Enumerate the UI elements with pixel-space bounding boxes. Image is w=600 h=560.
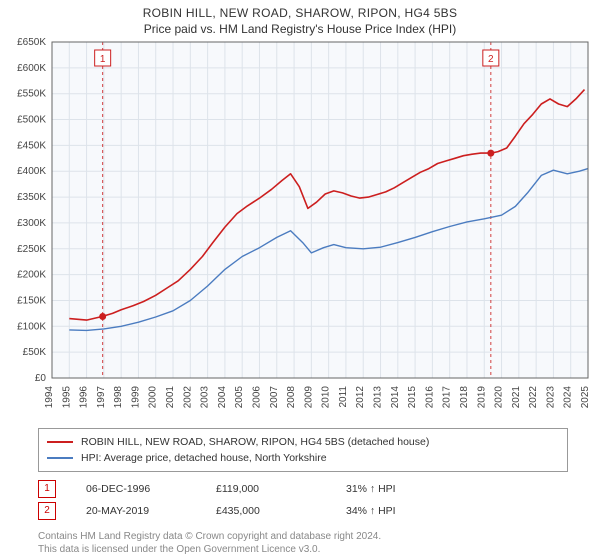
svg-text:1: 1: [100, 54, 106, 65]
svg-text:1995: 1995: [61, 386, 72, 409]
marker-row: 1 06-DEC-1996 £119,000 31% ↑ HPI: [38, 478, 568, 500]
svg-text:2007: 2007: [269, 386, 280, 409]
svg-text:2025: 2025: [580, 386, 591, 409]
svg-text:£600K: £600K: [17, 63, 46, 74]
svg-text:2003: 2003: [200, 386, 211, 409]
svg-text:2016: 2016: [424, 386, 435, 409]
svg-text:£400K: £400K: [17, 166, 46, 177]
svg-text:2017: 2017: [442, 386, 453, 409]
marker-price: £435,000: [216, 500, 316, 522]
svg-text:2014: 2014: [390, 386, 401, 409]
marker-badge: 1: [38, 480, 56, 498]
legend-label: ROBIN HILL, NEW ROAD, SHAROW, RIPON, HG4…: [81, 434, 429, 450]
footer-line: This data is licensed under the Open Gov…: [38, 543, 568, 556]
svg-text:£650K: £650K: [17, 37, 46, 48]
svg-text:1999: 1999: [130, 386, 141, 409]
legend: ROBIN HILL, NEW ROAD, SHAROW, RIPON, HG4…: [38, 428, 568, 472]
marker-pct: 31% ↑ HPI: [346, 478, 446, 500]
svg-text:1994: 1994: [44, 386, 55, 409]
svg-text:£300K: £300K: [17, 218, 46, 229]
legend-swatch: [47, 457, 73, 459]
svg-text:2008: 2008: [286, 386, 297, 409]
svg-text:2023: 2023: [545, 386, 556, 409]
svg-text:£100K: £100K: [17, 321, 46, 332]
svg-text:1998: 1998: [113, 386, 124, 409]
svg-text:£150K: £150K: [17, 295, 46, 306]
svg-text:1997: 1997: [96, 386, 107, 409]
svg-text:£0: £0: [35, 373, 47, 384]
svg-text:2001: 2001: [165, 386, 176, 409]
marker-badge: 2: [38, 502, 56, 520]
title-main: ROBIN HILL, NEW ROAD, SHAROW, RIPON, HG4…: [0, 6, 600, 20]
footer: Contains HM Land Registry data © Crown c…: [38, 530, 568, 556]
svg-text:2019: 2019: [476, 386, 487, 409]
svg-text:£50K: £50K: [23, 347, 47, 358]
svg-text:2020: 2020: [494, 386, 505, 409]
title-sub: Price paid vs. HM Land Registry's House …: [0, 22, 600, 36]
svg-text:2: 2: [488, 54, 494, 65]
svg-text:2004: 2004: [217, 386, 228, 409]
legend-label: HPI: Average price, detached house, Nort…: [81, 450, 327, 466]
legend-item: HPI: Average price, detached house, Nort…: [47, 450, 559, 466]
price-chart: £0 £50K £100K £150K £200K £250K £300K £350K £400…: [0, 36, 600, 422]
svg-text:2011: 2011: [338, 386, 349, 408]
svg-text:£200K: £200K: [17, 270, 46, 281]
svg-text:2018: 2018: [459, 386, 470, 409]
svg-text:1996: 1996: [79, 386, 90, 409]
svg-text:2022: 2022: [528, 386, 539, 409]
svg-text:2012: 2012: [355, 386, 366, 409]
svg-text:2005: 2005: [234, 386, 245, 409]
marker-row: 2 20-MAY-2019 £435,000 34% ↑ HPI: [38, 500, 568, 522]
footer-line: Contains HM Land Registry data © Crown c…: [38, 530, 568, 543]
svg-text:2002: 2002: [182, 386, 193, 409]
svg-text:£500K: £500K: [17, 115, 46, 126]
svg-text:2000: 2000: [148, 386, 159, 409]
svg-text:2006: 2006: [251, 386, 262, 409]
marker-date: 20-MAY-2019: [86, 500, 186, 522]
svg-text:2010: 2010: [321, 386, 332, 409]
marker-pct: 34% ↑ HPI: [346, 500, 446, 522]
marker-price: £119,000: [216, 478, 316, 500]
svg-text:£350K: £350K: [17, 192, 46, 203]
svg-text:2009: 2009: [303, 386, 314, 409]
svg-text:2021: 2021: [511, 386, 522, 409]
legend-swatch: [47, 441, 73, 443]
title-block: ROBIN HILL, NEW ROAD, SHAROW, RIPON, HG4…: [0, 0, 600, 36]
svg-text:2015: 2015: [407, 386, 418, 409]
legend-item: ROBIN HILL, NEW ROAD, SHAROW, RIPON, HG4…: [47, 434, 559, 450]
svg-text:2013: 2013: [373, 386, 384, 409]
svg-text:£450K: £450K: [17, 140, 46, 151]
marker-table: 1 06-DEC-1996 £119,000 31% ↑ HPI 2 20-MA…: [38, 478, 568, 522]
marker-date: 06-DEC-1996: [86, 478, 186, 500]
svg-text:2024: 2024: [563, 386, 574, 409]
svg-text:£550K: £550K: [17, 89, 46, 100]
svg-text:£250K: £250K: [17, 244, 46, 255]
